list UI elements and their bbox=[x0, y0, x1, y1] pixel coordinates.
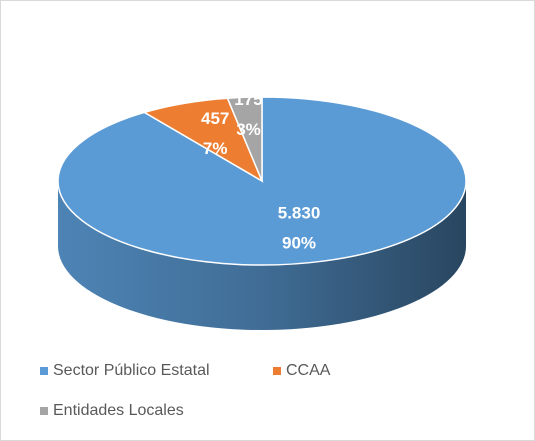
legend-label: Sector Público Estatal bbox=[53, 362, 210, 379]
legend-swatch bbox=[40, 407, 48, 415]
data-label-percent: 3% bbox=[236, 120, 261, 139]
data-label-percent: 7% bbox=[203, 139, 228, 158]
legend-swatch bbox=[273, 367, 281, 375]
legend-label: CCAA bbox=[286, 362, 331, 379]
slice bbox=[226, 96, 263, 182]
data-label: 457 bbox=[201, 109, 229, 128]
data-label: 5.830 bbox=[278, 204, 321, 223]
data-label: 175 bbox=[234, 90, 262, 109]
legend-label: Entidades Locales bbox=[53, 402, 184, 419]
slice-side-shade bbox=[58, 181, 466, 330]
legend-swatch bbox=[40, 367, 48, 375]
data-label-percent: 90% bbox=[282, 234, 316, 253]
